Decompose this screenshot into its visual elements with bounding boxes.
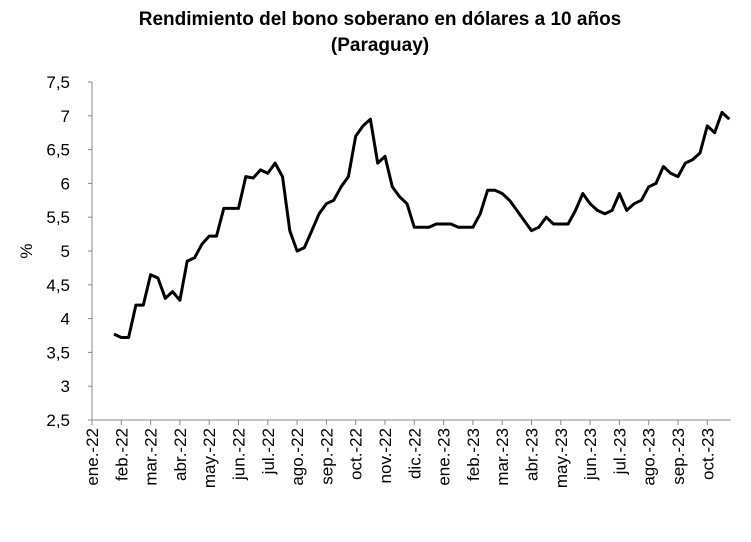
line-series — [113, 110, 731, 339]
x-tick-label: jul.-22 — [259, 428, 278, 475]
x-tick-label: may.-22 — [200, 428, 219, 488]
x-tick-label: mar.-23 — [493, 428, 512, 486]
x-tick-label: oct.-22 — [347, 428, 366, 480]
x-tick-label: ago.-22 — [288, 428, 307, 486]
x-tick-label: abr.-23 — [523, 428, 542, 481]
y-tick-label: 3,5 — [46, 343, 70, 362]
chart-title: (Paraguay) — [331, 35, 429, 56]
x-tick-label: ago.-23 — [640, 428, 659, 486]
y-tick-label: 5,5 — [46, 208, 70, 227]
y-tick-label: 4,5 — [46, 276, 70, 295]
y-tick-label: 7,5 — [46, 73, 70, 92]
x-tick-label: jun.-22 — [230, 428, 249, 481]
x-tick-label: dic.-22 — [405, 428, 424, 479]
x-tick-label: ene.-22 — [83, 428, 102, 486]
x-tick-label: ene.-23 — [435, 428, 454, 486]
x-tick-label: feb.-23 — [464, 428, 483, 481]
x-tick-label: mar.-22 — [142, 428, 161, 486]
x-tick-label: jul.-23 — [610, 428, 629, 475]
x-tick-label: jun.-23 — [581, 428, 600, 481]
chart-title: Rendimiento del bono soberano en dólares… — [139, 9, 622, 30]
y-tick-label: 5 — [61, 242, 70, 261]
x-tick-label: feb.-22 — [112, 428, 131, 481]
y-axis-label: % — [17, 243, 36, 258]
x-tick-label: sep.-22 — [317, 428, 336, 485]
x-tick-label: may.-23 — [552, 428, 571, 488]
y-tick-label: 3 — [61, 377, 70, 396]
y-tick-label: 4 — [61, 310, 70, 329]
x-tick-label: abr.-22 — [171, 428, 190, 481]
x-tick-label: nov.-22 — [376, 428, 395, 483]
y-tick-label: 6 — [61, 174, 70, 193]
y-tick-label: 6,5 — [46, 141, 70, 160]
x-tick-label: sep.-23 — [669, 428, 688, 485]
y-tick-label: 7 — [61, 107, 70, 126]
x-tick-label: oct.-23 — [698, 428, 717, 480]
y-tick-label: 2,5 — [46, 411, 70, 430]
